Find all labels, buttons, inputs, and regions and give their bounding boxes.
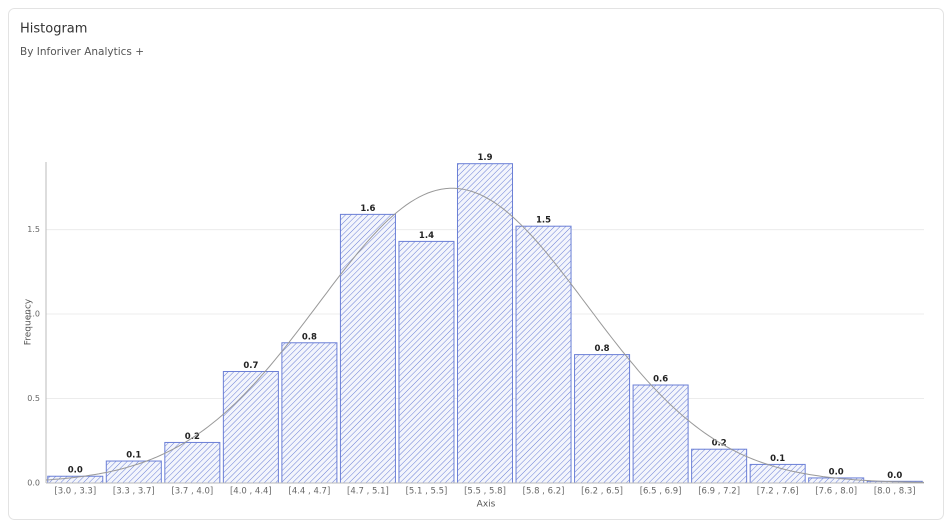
x-tick-label: [7.2 , 7.6] bbox=[757, 487, 799, 497]
data-label: 0.0 bbox=[887, 471, 902, 481]
data-label: 0.2 bbox=[712, 439, 727, 449]
chart-subtitle: By Inforiver Analytics + bbox=[20, 46, 144, 58]
x-tick-label: [5.5 , 5.8] bbox=[464, 487, 506, 497]
data-label: 0.7 bbox=[243, 361, 258, 371]
x-tick-label: [8.0 , 8.3] bbox=[874, 487, 916, 497]
bar bbox=[105, 460, 162, 484]
data-label: 0.1 bbox=[770, 454, 785, 464]
x-tick-label: [5.1 , 5.5] bbox=[406, 487, 448, 497]
x-tick-label: [4.7 , 5.1] bbox=[347, 487, 389, 497]
x-tick-label: [3.0 , 3.3] bbox=[54, 487, 96, 497]
chart-title: Histogram bbox=[20, 22, 87, 37]
bar bbox=[281, 342, 338, 484]
bar bbox=[222, 370, 279, 484]
y-tick-label: 1.0 bbox=[27, 310, 40, 319]
x-tick-label: [3.3 , 3.7] bbox=[113, 487, 155, 497]
x-axis-title: Axis bbox=[477, 500, 496, 510]
data-label: 1.9 bbox=[477, 153, 492, 163]
x-tick-label: [5.8 , 6.2] bbox=[523, 487, 565, 497]
x-tick-label: [6.2 , 6.5] bbox=[581, 487, 623, 497]
data-label: 1.5 bbox=[536, 216, 551, 226]
bar bbox=[691, 448, 748, 484]
x-tick-label: [3.7 , 4.0] bbox=[171, 487, 213, 497]
x-tick-label: [6.9 , 7.2] bbox=[698, 487, 740, 497]
y-axis-title: Frequency bbox=[24, 298, 34, 345]
bar bbox=[164, 441, 221, 484]
x-tick-label: [7.6 , 8.0] bbox=[815, 487, 857, 497]
bar bbox=[339, 213, 396, 484]
data-label: 0.1 bbox=[126, 451, 141, 461]
bar bbox=[515, 225, 572, 484]
bar bbox=[456, 163, 514, 484]
bar bbox=[574, 354, 631, 484]
data-label: 0.0 bbox=[68, 466, 83, 476]
data-label: 1.6 bbox=[360, 204, 375, 214]
normal-curve bbox=[45, 187, 925, 483]
x-tick-label: [4.0 , 4.4] bbox=[230, 487, 272, 497]
data-label: 0.2 bbox=[185, 432, 200, 442]
x-tick-label: [4.4 , 4.7] bbox=[289, 487, 331, 497]
data-label: 0.8 bbox=[595, 344, 610, 354]
data-label: 1.4 bbox=[419, 231, 434, 241]
y-tick-label: 1.5 bbox=[27, 225, 40, 234]
y-tick-label: 0.5 bbox=[27, 394, 40, 403]
data-label: 0.8 bbox=[302, 332, 317, 342]
y-tick-label: 0.0 bbox=[27, 479, 40, 488]
data-label: 0.0 bbox=[829, 467, 844, 477]
bar bbox=[632, 384, 689, 484]
bar bbox=[398, 240, 455, 484]
bar bbox=[808, 477, 865, 484]
data-label: 0.6 bbox=[653, 375, 668, 385]
x-tick-label: [6.5 , 6.9] bbox=[640, 487, 682, 497]
